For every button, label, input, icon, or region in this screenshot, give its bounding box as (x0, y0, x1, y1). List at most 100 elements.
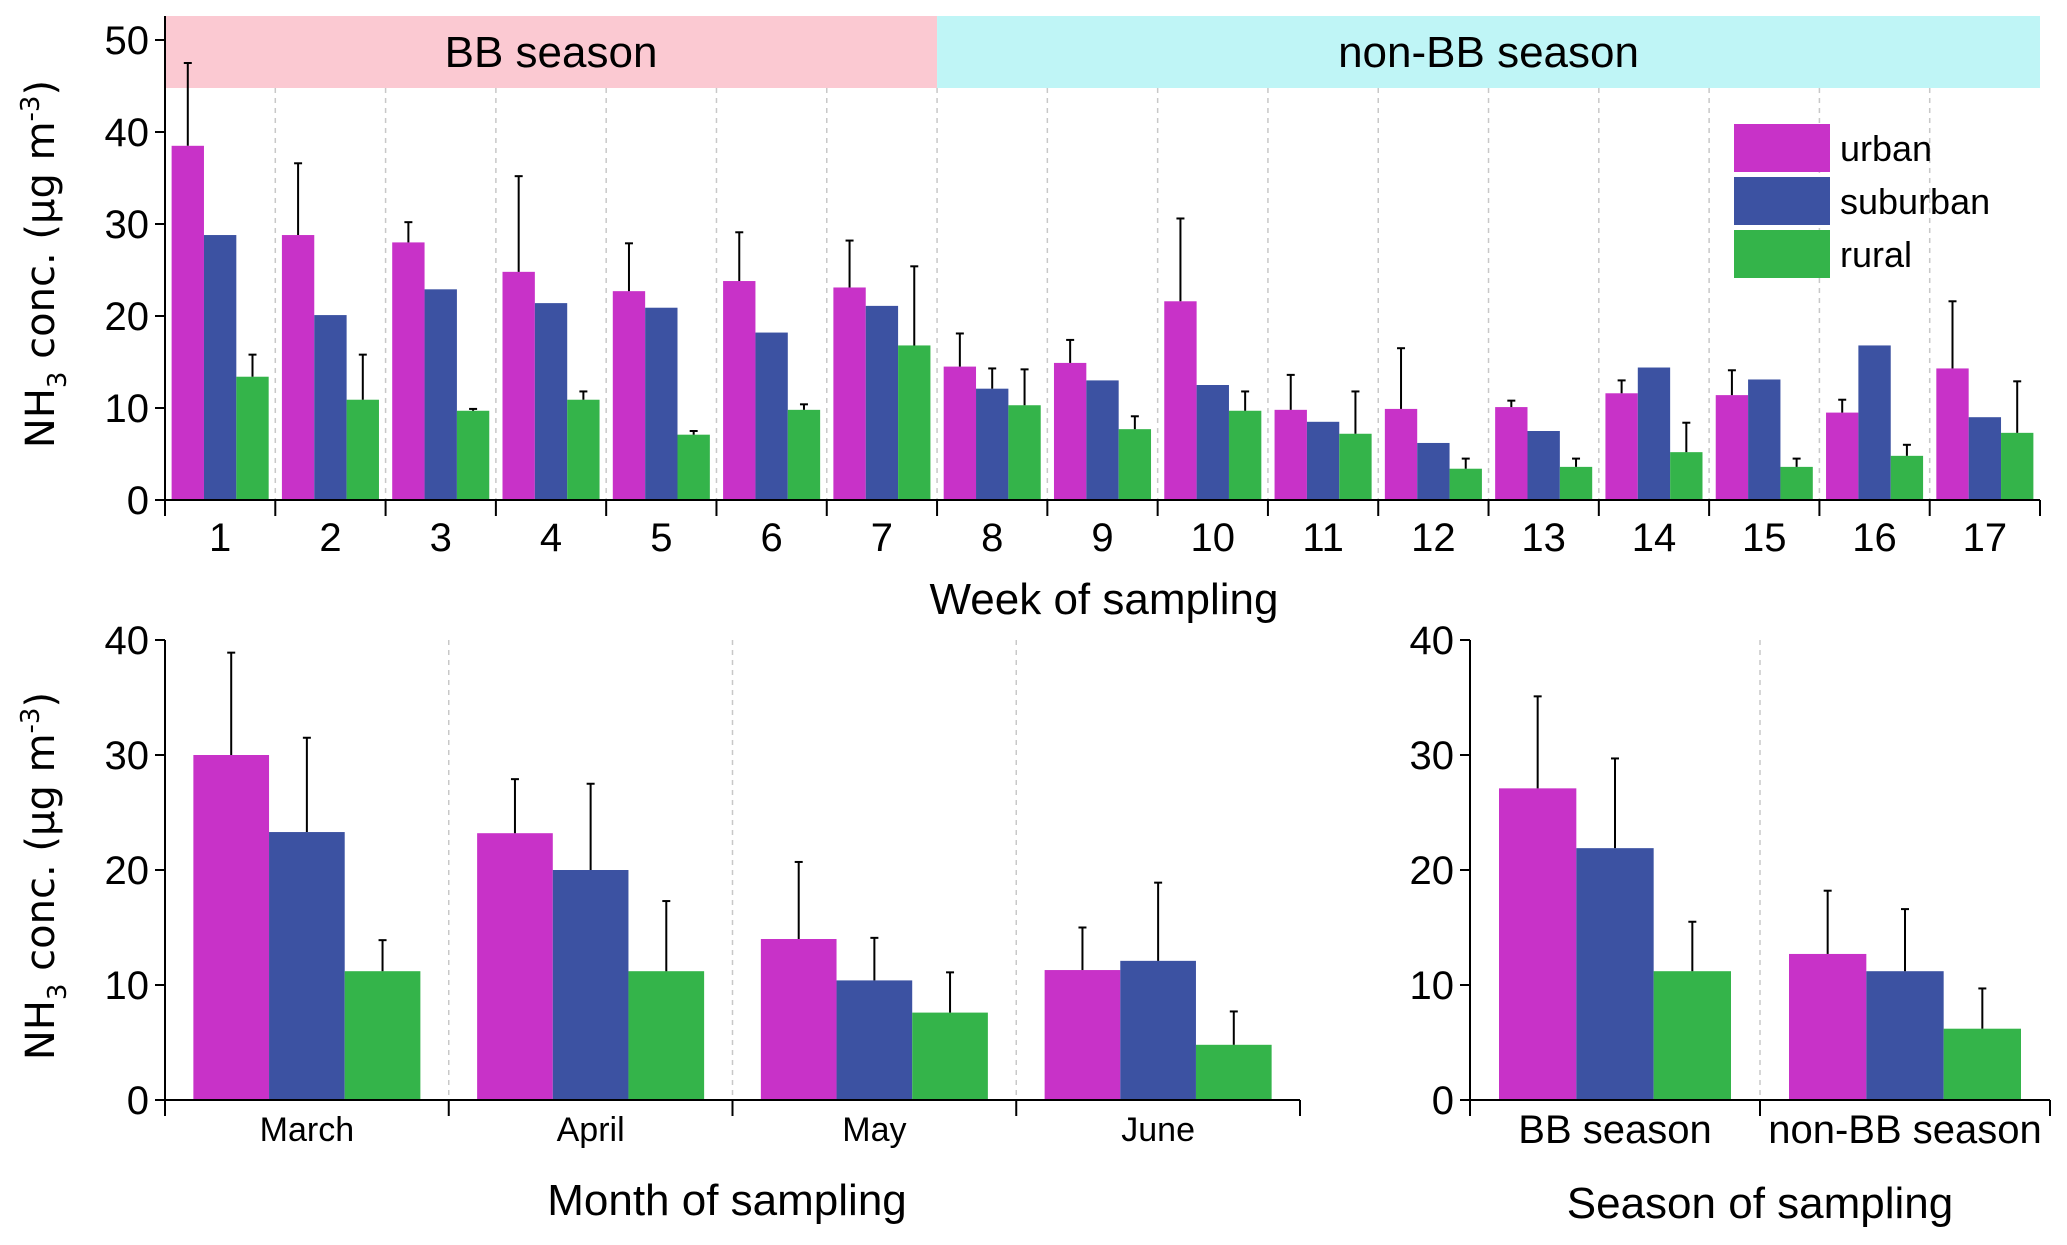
bar-rural (344, 971, 421, 1100)
legend-label-suburban: suburban (1840, 181, 1990, 222)
legend: urban suburban rural (1734, 124, 1990, 278)
x-tick-label: 17 (1963, 516, 2008, 560)
y-axis-label: NH3 conc. (μg m-3) (16, 80, 73, 448)
bar-suburban (1120, 960, 1196, 1100)
y-tick-label: 40 (105, 619, 150, 663)
bar-suburban (1306, 421, 1340, 500)
bar-rural (346, 399, 379, 500)
x-tick-label: 13 (1521, 516, 1566, 560)
bar-suburban (1417, 442, 1450, 500)
bar-suburban (1866, 971, 1944, 1100)
bar-rural (567, 399, 600, 500)
bar-suburban (1637, 367, 1671, 500)
bar-urban (1499, 788, 1577, 1100)
bar-rural (2001, 432, 2034, 500)
monthly-chart: 0 10 20 30 40 March April May June Month of sampl… (16, 619, 1301, 1225)
y-axis-label-part: NH (18, 388, 64, 448)
x-tick-label: 2 (319, 516, 341, 560)
x-tick-label: 12 (1411, 516, 1456, 560)
x-axis-title: Week of sampling (930, 575, 1279, 624)
bar-urban (1384, 408, 1418, 500)
legend-label-rural: rural (1840, 234, 1912, 275)
x-tick-label: 16 (1852, 516, 1897, 560)
bar-suburban (1858, 345, 1891, 500)
y-tick-label: 40 (105, 111, 150, 155)
x-tick-label: 4 (540, 516, 562, 560)
y-axis-label-subscript: 3 (43, 984, 73, 1001)
x-tick-label: 8 (981, 516, 1003, 560)
bar-urban (1605, 393, 1638, 500)
x-tick-label: 3 (430, 516, 452, 560)
y-tick-label: 30 (1410, 734, 1455, 778)
season-band-label: non-BB season (1338, 28, 1639, 77)
y-tick-label: 30 (105, 734, 150, 778)
y-tick-label: 20 (105, 849, 150, 893)
bar-suburban (1576, 848, 1654, 1100)
bar-urban (1789, 953, 1867, 1100)
bar-suburban (203, 235, 237, 501)
x-tick-label: April (557, 1111, 625, 1149)
x-tick-label: 9 (1091, 516, 1113, 560)
x-tick-label: 6 (760, 516, 782, 560)
x-tick-label: March (260, 1111, 354, 1149)
bar-urban (502, 271, 535, 500)
bar-rural (912, 1012, 988, 1100)
bar-urban (281, 235, 315, 501)
legend-swatch-rural (1734, 230, 1830, 278)
bar-suburban (1196, 385, 1229, 500)
bar-rural (1670, 452, 1703, 500)
x-tick-label: non-BB season (1768, 1108, 2042, 1152)
bar-rural (1228, 410, 1262, 500)
legend-label-urban: urban (1840, 128, 1932, 169)
season-band-label: BB season (445, 28, 658, 77)
bar-urban (1495, 407, 1528, 500)
y-tick-label: 30 (105, 203, 150, 247)
bar-suburban (755, 332, 788, 500)
bar-suburban (645, 307, 678, 500)
bar-suburban (1748, 379, 1781, 500)
bar-urban (1826, 412, 1859, 500)
x-tick-label: 15 (1742, 516, 1787, 560)
legend-swatch-suburban (1734, 177, 1830, 225)
bar-urban (1936, 368, 1969, 500)
x-axis-title: Month of sampling (547, 1176, 907, 1225)
bar-suburban (1086, 380, 1119, 500)
bar-rural (236, 376, 269, 500)
y-axis-label-part: conc. (μg m (18, 121, 64, 371)
bar-urban (723, 281, 756, 500)
x-tick-label: 14 (1632, 516, 1677, 560)
x-tick-label: BB season (1518, 1108, 1711, 1152)
bar-rural (1559, 466, 1593, 500)
bar-rural (456, 410, 490, 500)
bar-urban (1164, 301, 1197, 500)
x-tick-label: June (1121, 1111, 1195, 1149)
legend-swatch-urban (1734, 124, 1830, 172)
y-tick-label: 50 (105, 19, 150, 63)
bar-rural (1780, 466, 1813, 500)
y-tick-label: 0 (127, 1079, 149, 1123)
bar-suburban (534, 303, 568, 500)
bar-rural (677, 434, 710, 500)
y-axis-label-superscript: -3 (16, 708, 46, 734)
bar-urban (1274, 409, 1307, 500)
season-band-non-bb-season (937, 16, 2040, 88)
x-axis-title: Season of sampling (1567, 1179, 1953, 1228)
bar-urban (477, 833, 553, 1100)
bar-urban (1053, 362, 1087, 500)
bar-rural (1118, 429, 1152, 500)
y-tick-label: 10 (105, 387, 150, 431)
x-tick-label: 5 (650, 516, 672, 560)
y-axis-label-subscript: 3 (43, 372, 73, 389)
x-tick-label: 11 (1302, 516, 1344, 560)
bar-urban (943, 366, 977, 500)
bar-rural (1653, 971, 1731, 1100)
y-axis-label-part: ) (18, 692, 64, 708)
bar-suburban (1527, 431, 1560, 500)
bar-suburban (976, 388, 1009, 500)
bar-suburban (552, 870, 629, 1100)
bar-urban (392, 242, 425, 500)
y-tick-label: 10 (1410, 964, 1455, 1008)
bar-rural (898, 345, 931, 500)
